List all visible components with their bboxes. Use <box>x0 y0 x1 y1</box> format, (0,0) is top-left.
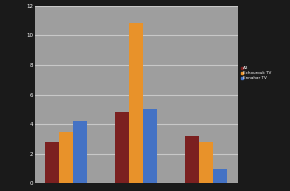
Bar <box>129 23 143 183</box>
Bar <box>45 142 59 183</box>
Bar <box>59 132 73 183</box>
Bar <box>185 136 199 183</box>
Bar <box>73 121 87 183</box>
Legend: A3, Echourouk TV, Ennahar TV: A3, Echourouk TV, Ennahar TV <box>240 66 272 81</box>
Bar <box>199 142 213 183</box>
Bar <box>115 112 129 183</box>
Bar <box>143 109 157 183</box>
Bar <box>213 168 227 183</box>
